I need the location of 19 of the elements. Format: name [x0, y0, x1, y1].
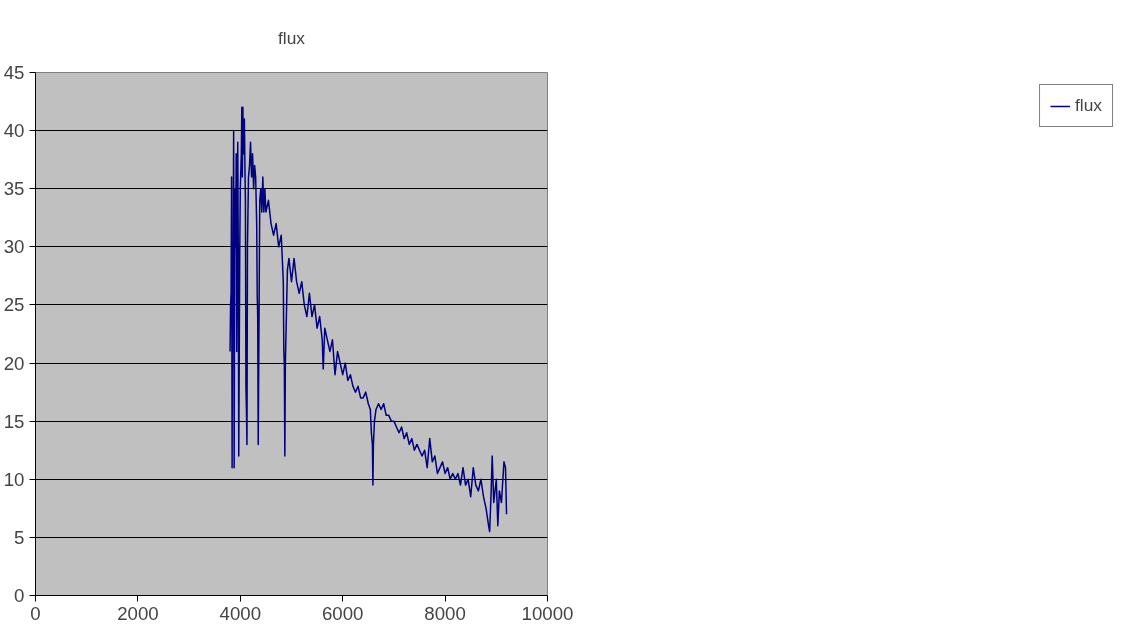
x-tick-label: 10000 [521, 602, 574, 624]
y-tick-label: 40 [3, 120, 25, 142]
x-tick-label: 8000 [424, 602, 466, 624]
x-tick-label: 0 [30, 602, 41, 624]
legend-label: flux [1075, 95, 1102, 116]
y-tick-label: 15 [3, 410, 25, 432]
y-tick-label: 0 [14, 585, 25, 606]
y-tick-label: 25 [3, 294, 25, 316]
y-tick-label: 30 [3, 236, 25, 258]
x-tick-label: 6000 [321, 602, 364, 624]
chart-title: flux [278, 27, 306, 48]
y-tick-label: 5 [14, 526, 25, 548]
y-tick-label: 45 [3, 62, 25, 83]
y-tick-label: 35 [3, 178, 25, 200]
x-tick-label: 4000 [219, 602, 262, 624]
y-tick-label: 20 [3, 352, 25, 374]
x-tick-label: 2000 [117, 602, 159, 624]
y-tick-label: 10 [3, 468, 25, 490]
line-series [229, 106, 508, 533]
